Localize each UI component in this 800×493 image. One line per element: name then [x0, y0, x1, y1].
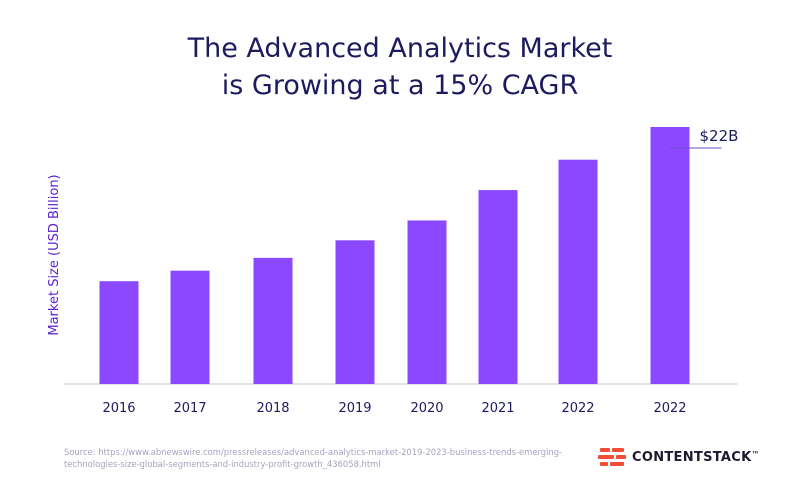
- bar-3: [335, 240, 375, 384]
- contentstack-logo-icon: [598, 448, 626, 466]
- chart-title-line-1: The Advanced Analytics Market: [187, 33, 613, 64]
- bar-0: [99, 281, 139, 384]
- contentstack-wordmark: CONTENTSTACK™: [632, 449, 760, 465]
- y-axis-label: Market Size (USD Billion): [47, 174, 62, 335]
- x-tick-label-5: 2021: [481, 401, 514, 416]
- source-note: Source: https://www.abnewswire.com/press…: [64, 447, 563, 469]
- data-label-0: $22B: [700, 127, 739, 145]
- bar-7: [650, 127, 690, 384]
- bar-2: [253, 257, 293, 384]
- contentstack-logo: CONTENTSTACK™: [598, 446, 760, 468]
- x-tick-label-7: 2022: [653, 401, 686, 416]
- chart-title-line-2: is Growing at a 15% CAGR: [221, 70, 579, 101]
- bar-4: [407, 220, 447, 384]
- x-tick-label-0: 2016: [102, 401, 135, 416]
- x-tick-label-6: 2022: [561, 401, 594, 416]
- chart-title: The Advanced Analytics Market is Growing…: [0, 30, 800, 104]
- bar-chart: Market Size (USD Billion) 2016 2017 2018 20…: [47, 127, 739, 416]
- bar-6: [558, 159, 598, 384]
- bar-5: [478, 190, 518, 384]
- x-tick-label-1: 2017: [173, 401, 206, 416]
- x-tick-label-3: 2019: [338, 401, 371, 416]
- x-tick-label-4: 2020: [410, 401, 443, 416]
- bar-1: [170, 270, 210, 384]
- x-tick-label-2: 2018: [256, 401, 289, 416]
